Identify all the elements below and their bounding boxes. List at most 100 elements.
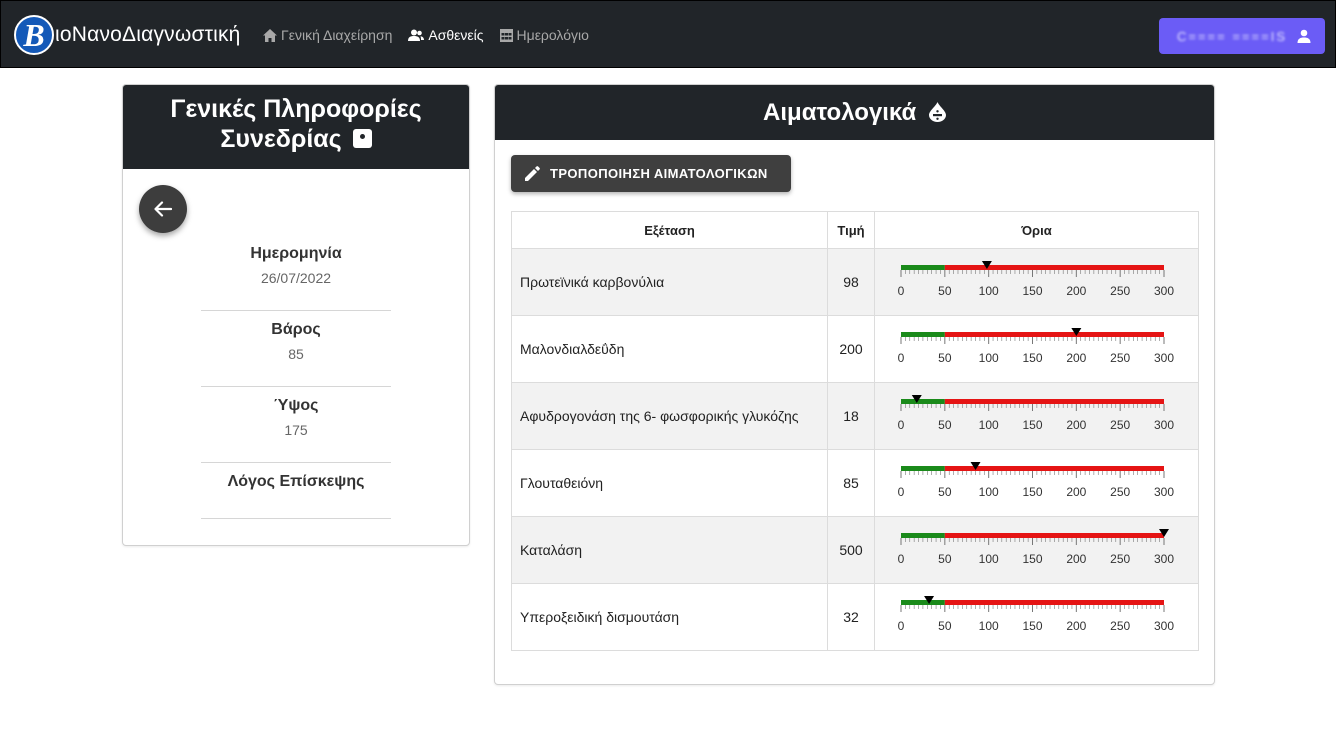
test-name: Γλουταθειόνη xyxy=(511,449,828,517)
range-cell: 0 50 100 150 200 250 300 xyxy=(874,516,1199,584)
test-value: 85 xyxy=(827,449,875,517)
droplet-icon xyxy=(928,102,946,122)
value-marker xyxy=(981,261,992,269)
test-value: 18 xyxy=(827,382,875,450)
range-gauge: 0 50 100 150 200 250 300 xyxy=(898,462,1174,499)
scale-tick-label: 100 xyxy=(979,418,999,432)
range-gauge: 0 50 100 150 200 250 300 xyxy=(898,596,1174,633)
normal-range-bar xyxy=(901,600,945,605)
column-header-limits: Όρια xyxy=(874,211,1199,249)
abnormal-range-bar xyxy=(944,533,1164,538)
edit-blood-tests-label: ΤΡΟΠΟΠΟΙΗΣΗ ΑΙΜΑΤΟΛΟΓΙΚΩΝ xyxy=(550,166,768,181)
brand[interactable]: B ιοΝανοΔιαγνωστική xyxy=(14,15,241,55)
test-value: 200 xyxy=(827,315,875,383)
scale-tick-label: 150 xyxy=(1022,418,1042,432)
column-header-test: Εξέταση xyxy=(511,211,828,249)
scale-tick-label: 250 xyxy=(1110,485,1130,499)
user-menu-button[interactable]: C==== ====IS xyxy=(1159,18,1325,54)
scale-tick-label: 0 xyxy=(898,284,905,298)
scale-tick-label: 100 xyxy=(979,619,999,633)
value-marker xyxy=(924,596,935,604)
test-name: Πρωτεϊνικά καρβονύλια xyxy=(511,248,828,316)
normal-range-bar xyxy=(901,332,945,337)
scale-tick-label: 200 xyxy=(1066,351,1086,365)
range-cell: 0 50 100 150 200 250 300 xyxy=(874,382,1199,450)
scale-tick-label: 300 xyxy=(1154,418,1174,432)
field-label: Λόγος Επίσκεψης xyxy=(227,473,365,490)
scale-tick-label: 300 xyxy=(1154,485,1174,499)
table-row: Μαλονδιαλδεΰδη 200 0 50 100 150 200 250 300 xyxy=(511,315,1199,383)
test-value: 500 xyxy=(827,516,875,584)
normal-range-bar xyxy=(901,533,945,538)
abnormal-range-bar xyxy=(944,399,1164,404)
scale-tick-label: 100 xyxy=(979,351,999,365)
scale-tick-label: 0 xyxy=(898,485,905,499)
scale-tick-label: 250 xyxy=(1110,284,1130,298)
range-cell: 0 50 100 150 200 250 300 xyxy=(874,315,1199,383)
field-label: Ύψος xyxy=(273,397,319,414)
nav-link-patients-label: Ασθενείς xyxy=(428,27,484,43)
home-icon xyxy=(263,28,277,42)
value-marker xyxy=(911,395,922,403)
normal-range-bar xyxy=(901,399,945,404)
scale-tick-label: 50 xyxy=(938,552,952,566)
arrow-left-icon xyxy=(154,201,172,217)
range-gauge: 0 50 100 150 200 250 300 xyxy=(898,529,1174,566)
table-header-row: Εξέταση Τιμή Όρια xyxy=(511,211,1199,249)
table-row: Υπεροξειδική δισμουτάση 32 0 50 100 150 200 2… xyxy=(511,583,1199,651)
edit-blood-tests-button[interactable]: ΤΡΟΠΟΠΟΙΗΣΗ ΑΙΜΑΤΟΛΟΓΙΚΩΝ xyxy=(511,155,791,192)
range-cell: 0 50 100 150 200 250 300 xyxy=(874,449,1199,517)
nav-link-general[interactable]: Γενική Διαχείρηση xyxy=(263,27,392,43)
calendar-icon xyxy=(499,28,513,42)
session-info-card: Γενικές Πληροφορίες Συνεδρίας Ημερομηνία… xyxy=(122,84,470,546)
pencil-icon xyxy=(525,166,540,181)
scale-tick-label: 300 xyxy=(1154,284,1174,298)
user-icon xyxy=(1297,29,1311,43)
normal-range-bar xyxy=(901,265,945,270)
scale-tick-label: 200 xyxy=(1066,284,1086,298)
abnormal-range-bar xyxy=(944,332,1164,337)
nav-links: Γενική Διαχείρηση Ασθενείς Ημερολόγιο xyxy=(263,1,605,69)
session-info-title-line1: Γενικές Πληροφορίες xyxy=(170,95,422,123)
nav-link-calendar[interactable]: Ημερολόγιο xyxy=(499,27,589,43)
scale-tick-label: 0 xyxy=(898,619,905,633)
range-gauge: 0 50 100 150 200 250 300 xyxy=(898,261,1174,298)
nav-link-patients[interactable]: Ασθενείς xyxy=(408,27,484,43)
scale-tick-label: 50 xyxy=(938,485,952,499)
table-row: Καταλάση 500 0 50 100 150 200 250 300 xyxy=(511,516,1199,584)
field-visit-reason: Λόγος Επίσκεψης xyxy=(201,463,391,519)
users-icon xyxy=(408,29,425,41)
abnormal-range-bar xyxy=(944,265,1164,270)
scale-tick-label: 250 xyxy=(1110,418,1130,432)
scale-tick-label: 100 xyxy=(979,485,999,499)
scale-tick-label: 0 xyxy=(898,552,905,566)
scale-tick-label: 200 xyxy=(1066,485,1086,499)
scale-tick-label: 200 xyxy=(1066,552,1086,566)
test-name: Μαλονδιαλδεΰδη xyxy=(511,315,828,383)
scale-tick-label: 200 xyxy=(1066,619,1086,633)
scale-tick-label: 300 xyxy=(1154,619,1174,633)
field-value: 175 xyxy=(284,422,308,438)
table-row: Γλουταθειόνη 85 0 50 100 150 200 250 300 xyxy=(511,449,1199,517)
blood-tests-card: Αιματολογικά ΤΡΟΠΟΠΟΙΗΣΗ ΑΙΜΑΤΟΛΟΓΙΚΩΝ Ε… xyxy=(494,84,1215,685)
scale-tick-label: 50 xyxy=(938,351,952,365)
test-name: Αφυδρογονάση της 6- φωσφορικής γλυκόζης xyxy=(511,382,828,450)
field-date: Ημερομηνία 26/07/2022 xyxy=(201,235,391,311)
scale-tick-label: 150 xyxy=(1022,284,1042,298)
scale-tick-label: 150 xyxy=(1022,351,1042,365)
scale-tick-label: 250 xyxy=(1110,351,1130,365)
scale-tick-label: 0 xyxy=(898,418,905,432)
back-button[interactable] xyxy=(139,185,187,233)
scale-tick-label: 50 xyxy=(938,619,952,633)
blood-tests-title: Αιματολογικά xyxy=(763,99,917,126)
test-name: Καταλάση xyxy=(511,516,828,584)
test-value: 98 xyxy=(827,248,875,316)
field-label: Βάρος xyxy=(271,321,321,338)
scale-tick-label: 150 xyxy=(1022,552,1042,566)
session-info-title-line2-wrap: Συνεδρίας xyxy=(123,124,469,154)
nav-link-general-label: Γενική Διαχείρηση xyxy=(281,27,393,43)
field-value: 26/07/2022 xyxy=(260,270,332,286)
session-fields: Ημερομηνία 26/07/2022 Βάρος 85 Ύψος 175 … xyxy=(201,235,391,519)
normal-range-bar xyxy=(901,466,945,471)
nav-link-calendar-label: Ημερολόγιο xyxy=(516,27,589,43)
